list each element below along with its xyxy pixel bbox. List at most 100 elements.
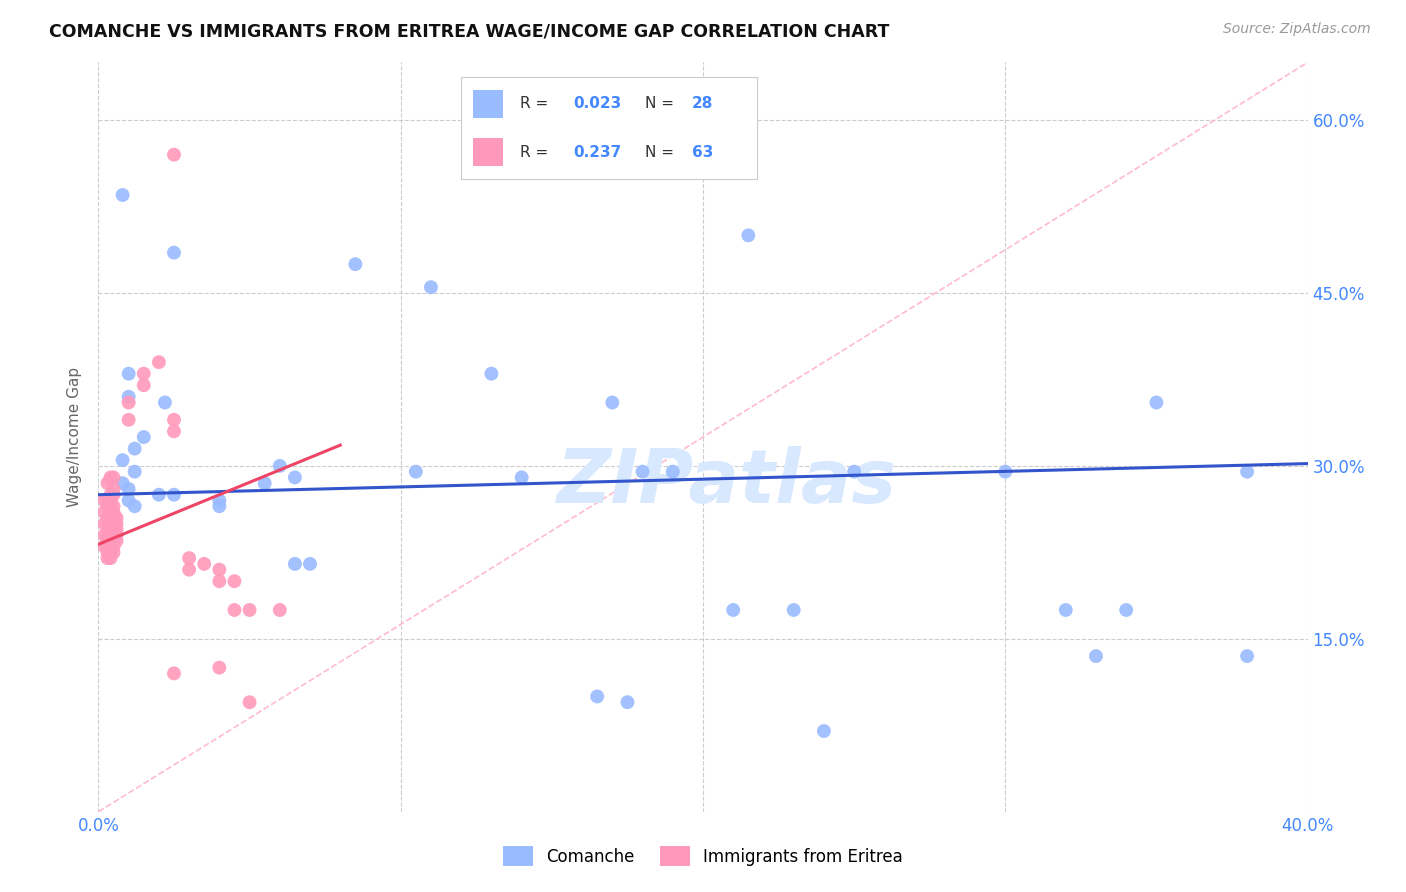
Point [96,545,118,559]
Point [224,603,246,617]
Point [103,500,125,514]
Point [153,395,176,409]
Point [96,528,118,542]
Point [124,465,146,479]
Point [208,574,231,589]
Point [103,533,125,548]
Point [239,695,262,709]
Point [93,540,115,554]
Point [994,465,1017,479]
Point [124,442,146,456]
Point [163,488,186,502]
Point [103,545,125,559]
Text: ZIPatlas: ZIPatlas [557,445,897,518]
Point [111,453,134,467]
Point [105,528,128,542]
Point [93,516,115,531]
Point [100,488,122,502]
Point [269,458,291,473]
Point [1236,649,1258,664]
Point [96,533,118,548]
Point [105,510,128,524]
Point [510,470,533,484]
Point [269,603,291,617]
Point [118,413,141,427]
Point [239,603,262,617]
Point [103,488,125,502]
Point [124,500,146,514]
Point [100,505,122,519]
Point [253,476,276,491]
Point [96,551,118,566]
Point [179,563,201,577]
Point [118,390,141,404]
Point [723,603,745,617]
Point [208,500,231,514]
Point [132,378,155,392]
Point [661,465,683,479]
Point [299,557,322,571]
Point [100,551,122,566]
Point [224,574,246,589]
Point [118,482,141,496]
Point [103,540,125,554]
Point [163,245,186,260]
Point [105,533,128,548]
Point [96,516,118,531]
Point [100,533,122,548]
Point [100,493,122,508]
Point [96,476,118,491]
Point [163,147,186,161]
Point [100,470,122,484]
Point [105,516,128,531]
Point [103,510,125,524]
Point [118,367,141,381]
Text: COMANCHE VS IMMIGRANTS FROM ERITREA WAGE/INCOME GAP CORRELATION CHART: COMANCHE VS IMMIGRANTS FROM ERITREA WAGE… [49,22,890,40]
Point [100,545,122,559]
Point [405,465,427,479]
Point [118,395,141,409]
Point [105,522,128,536]
Point [111,476,134,491]
Point [100,528,122,542]
Point [481,367,503,381]
Point [193,557,215,571]
Point [103,505,125,519]
Point [148,488,170,502]
Point [813,724,835,739]
Point [208,660,231,674]
Point [284,470,307,484]
Point [1054,603,1077,617]
Point [344,257,367,271]
Point [420,280,443,294]
Point [1115,603,1137,617]
Point [1085,649,1108,664]
Point [1144,395,1167,409]
Point [148,355,170,369]
Point [163,666,186,681]
Point [96,493,118,508]
Point [103,482,125,496]
Legend: Comanche, Immigrants from Eritrea: Comanche, Immigrants from Eritrea [495,838,911,875]
Text: Source: ZipAtlas.com: Source: ZipAtlas.com [1223,22,1371,37]
Point [103,516,125,531]
Point [100,522,122,536]
Point [132,430,155,444]
Point [96,540,118,554]
Point [93,493,115,508]
Point [96,510,118,524]
Point [163,425,186,439]
Point [96,500,118,514]
Point [616,695,638,709]
Point [737,228,759,243]
Point [586,690,609,704]
Point [602,395,624,409]
Point [93,528,115,542]
Point [179,551,201,566]
Point [118,493,141,508]
Y-axis label: Wage/Income Gap: Wage/Income Gap [67,367,83,508]
Point [1236,465,1258,479]
Point [208,563,231,577]
Point [100,510,122,524]
Point [132,367,155,381]
